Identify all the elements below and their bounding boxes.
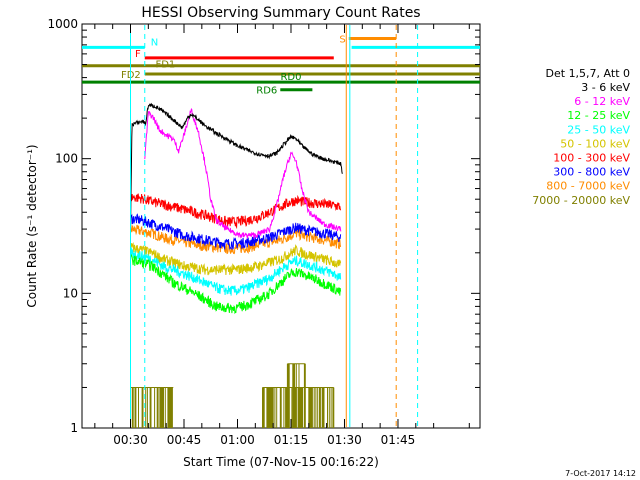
flag-label: RD6	[256, 86, 277, 97]
legend-entry: 12 - 25 keV	[567, 109, 630, 122]
series-line	[130, 253, 342, 315]
legend-entry: 50 - 100 keV	[560, 137, 630, 150]
legend-entry: 300 - 800 keV	[553, 166, 630, 179]
series-line	[130, 213, 342, 251]
flag-label: RD0	[280, 72, 301, 83]
series-spikes	[130, 387, 173, 428]
series-spikes	[262, 387, 335, 428]
series-line	[130, 242, 342, 276]
series-layer	[130, 102, 343, 428]
series-line	[130, 102, 343, 235]
plot-area: NSFFD1FD2RD0RD6	[81, 23, 481, 429]
y-tick-label: 100	[55, 152, 78, 166]
y-tick-label: 1000	[47, 17, 78, 31]
series-spikes	[286, 363, 306, 428]
legend-entry: 6 - 12 keV	[574, 95, 630, 108]
legend-header: Det 1,5,7, Att 0	[546, 67, 630, 80]
footer-timestamp: 7-Oct-2017 14:12	[565, 469, 636, 478]
plot-frame	[81, 23, 481, 429]
flag-layer: NSFFD1FD2RD0RD6	[82, 35, 480, 97]
series-line	[130, 246, 342, 296]
y-tick-label: 10	[63, 286, 78, 300]
legend-entry: 25 - 50 keV	[567, 123, 630, 136]
legend-entry: 3 - 6 keV	[581, 81, 630, 94]
series-line	[144, 108, 342, 240]
y-tick-label: 1	[70, 421, 78, 435]
x-tick-label: 01:45	[381, 433, 416, 447]
x-tick-label: 01:00	[220, 433, 255, 447]
legend-entry: 800 - 7000 keV	[546, 180, 630, 193]
legend-entry: 7000 - 20000 keV	[532, 194, 630, 207]
chart-title: HESSI Observing Summary Count Rates	[141, 5, 420, 21]
legend-entry: 100 - 300 keV	[553, 152, 630, 165]
flag-label: F	[135, 49, 141, 60]
y-axis-label: Count Rate (s⁻¹ detector⁻¹)	[25, 144, 39, 307]
x-tick-label: 01:30	[327, 433, 362, 447]
x-tick-label: 01:15	[274, 433, 309, 447]
series-line	[130, 192, 342, 230]
x-tick-label: 00:30	[113, 433, 148, 447]
flag-label: FD1	[155, 60, 175, 71]
flag-label: S	[339, 35, 345, 46]
x-axis-label: Start Time (07-Nov-15 00:16:22)	[183, 455, 379, 469]
flag-label: N	[151, 37, 158, 48]
axes-layer: 1 10 100 1000 00:30 00:45 01:00 01:15 01:30 01:45	[47, 17, 480, 447]
x-tick-label: 00:45	[167, 433, 202, 447]
vline-layer	[130, 25, 419, 427]
